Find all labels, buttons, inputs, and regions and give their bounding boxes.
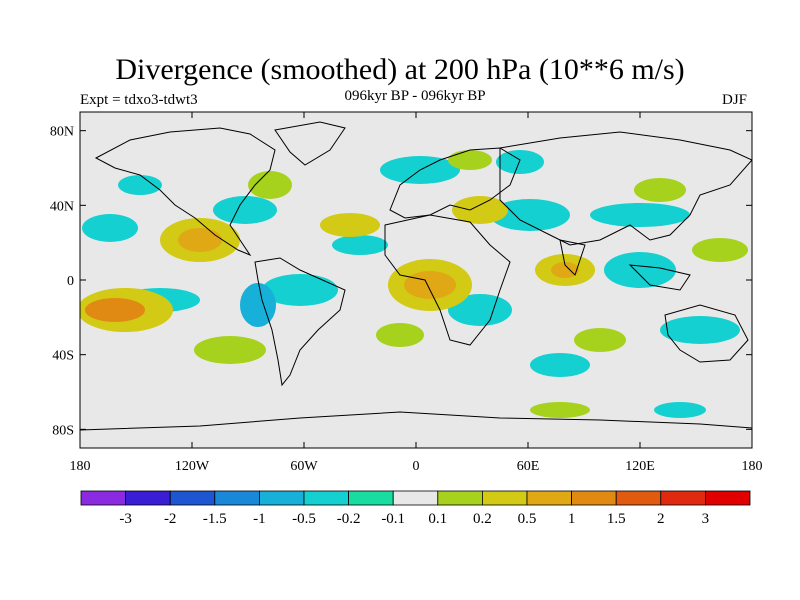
field-blob bbox=[404, 271, 456, 299]
colorbar-swatch bbox=[303, 490, 349, 506]
x-tick-label: 60W bbox=[290, 459, 318, 474]
colorbar-swatch bbox=[571, 490, 617, 506]
colorbar-swatch bbox=[214, 490, 260, 506]
colorbar-swatch bbox=[481, 490, 528, 506]
field-blob bbox=[490, 199, 570, 231]
divergence-field bbox=[80, 150, 748, 418]
field-blob bbox=[213, 196, 277, 224]
x-axis: 180 120W 60W 0 60E 120E 180 bbox=[70, 112, 763, 474]
field-blob bbox=[590, 203, 690, 227]
x-tick-label: 120W bbox=[175, 459, 210, 474]
field-blob bbox=[332, 235, 388, 255]
coastlines bbox=[80, 121, 752, 431]
x-tick-label: 0 bbox=[413, 459, 420, 474]
colorbar-swatch bbox=[705, 490, 751, 506]
x-tick-label: 180 bbox=[742, 459, 763, 474]
field-blob bbox=[496, 150, 544, 174]
y-tick-label: 80N bbox=[50, 125, 74, 140]
colorbar-label: 2 bbox=[657, 511, 665, 527]
colorbar-label: -0.1 bbox=[381, 511, 405, 527]
field-blob bbox=[178, 228, 222, 252]
colorbar: -3 -2 -1.5 -1 -0.5 -0.2 -0.1 0.1 0.2 0.5 1 1.5 2 3 bbox=[80, 490, 751, 527]
y-tick-label: 0 bbox=[67, 274, 74, 289]
colorbar-label: 0.5 bbox=[518, 511, 537, 527]
colorbar-swatch bbox=[660, 490, 706, 506]
field-blob bbox=[530, 402, 590, 418]
field-blob bbox=[118, 175, 162, 195]
colorbar-swatch bbox=[392, 490, 439, 506]
field-blob bbox=[574, 328, 626, 352]
x-tick-label: 180 bbox=[70, 459, 91, 474]
field-blob bbox=[660, 316, 740, 344]
colorbar-swatch bbox=[258, 490, 305, 506]
field-blob bbox=[240, 283, 276, 327]
experiment-label: Expt = tdxo3-tdwt3 bbox=[80, 92, 198, 108]
colorbar-label: 1.5 bbox=[607, 511, 626, 527]
plot-title: Divergence (smoothed) at 200 hPa (10**6 … bbox=[115, 53, 685, 86]
colorbar-swatch bbox=[125, 490, 171, 506]
colorbar-swatch bbox=[169, 490, 216, 506]
season-label: DJF bbox=[722, 92, 748, 108]
colorbar-swatch bbox=[348, 490, 394, 506]
colorbar-label: 0.2 bbox=[473, 511, 492, 527]
field-blob bbox=[530, 353, 590, 377]
field-blob bbox=[551, 262, 579, 278]
colorbar-label: -1 bbox=[253, 511, 266, 527]
x-tick-label: 60E bbox=[517, 459, 540, 474]
period-label: 096kyr BP - 096kyr BP bbox=[344, 88, 486, 104]
colorbar-label: -0.5 bbox=[292, 511, 316, 527]
y-tick-label: 80S bbox=[52, 423, 74, 438]
y-tick-label: 40S bbox=[52, 349, 74, 364]
field-blob bbox=[452, 196, 508, 224]
field-blob bbox=[692, 238, 748, 262]
colorbar-swatch bbox=[615, 490, 662, 506]
field-blob bbox=[248, 171, 292, 199]
field-blob bbox=[448, 150, 492, 170]
colorbar-label: -1.5 bbox=[203, 511, 227, 527]
colorbar-label: -3 bbox=[119, 511, 132, 527]
field-blob bbox=[85, 298, 145, 322]
field-blob bbox=[82, 214, 138, 242]
x-tick-label: 120E bbox=[625, 459, 655, 474]
y-axis: 80N 40N 0 40S 80S bbox=[50, 125, 752, 438]
field-blob bbox=[654, 402, 706, 418]
field-blob bbox=[604, 252, 676, 288]
field-blob bbox=[194, 336, 266, 364]
field-blob bbox=[262, 274, 338, 306]
colorbar-label: -2 bbox=[164, 511, 177, 527]
colorbar-swatch bbox=[437, 490, 483, 506]
colorbar-label: 1 bbox=[568, 511, 576, 527]
colorbar-label: 3 bbox=[702, 511, 710, 527]
field-blob bbox=[376, 323, 424, 347]
field-blob bbox=[320, 213, 380, 237]
colorbar-label: 0.1 bbox=[428, 511, 447, 527]
y-tick-label: 40N bbox=[50, 199, 74, 214]
colorbar-label: -0.2 bbox=[337, 511, 361, 527]
field-blob bbox=[634, 178, 686, 202]
colorbar-swatch bbox=[526, 490, 572, 506]
colorbar-swatch bbox=[80, 490, 126, 506]
